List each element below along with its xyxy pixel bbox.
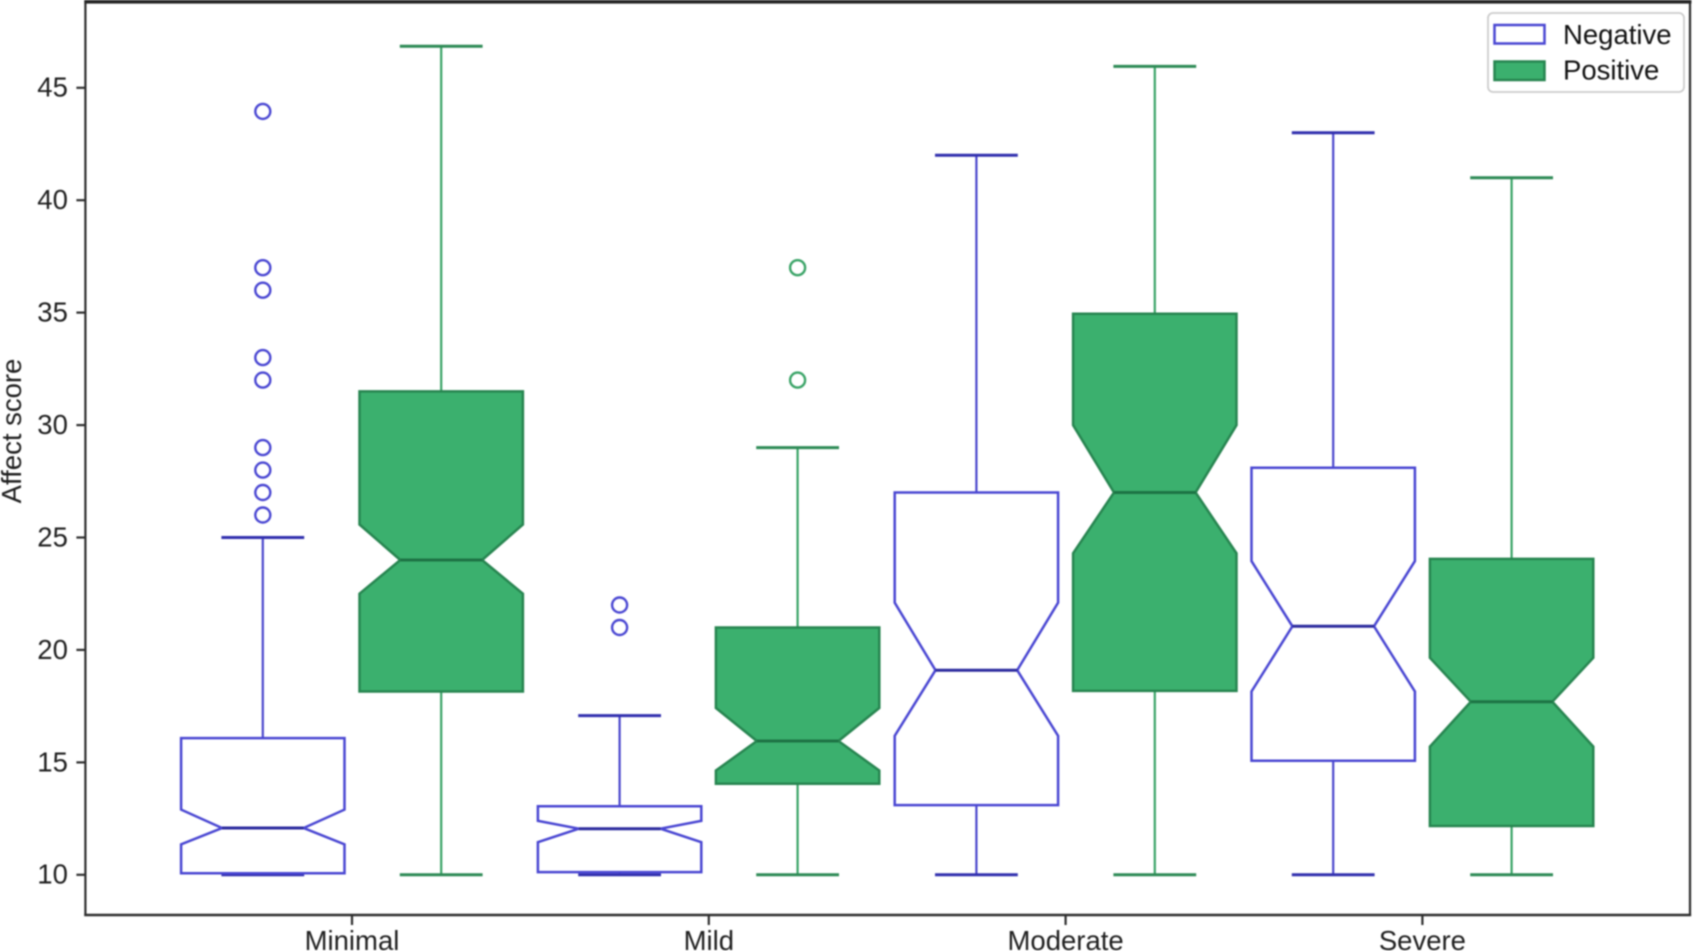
svg-text:Severe: Severe [1379, 925, 1466, 951]
svg-text:10: 10 [37, 859, 68, 890]
svg-text:20: 20 [37, 634, 68, 665]
svg-text:25: 25 [37, 521, 68, 552]
svg-text:35: 35 [37, 297, 68, 328]
svg-text:Moderate: Moderate [1008, 925, 1124, 951]
svg-text:Mild: Mild [684, 925, 734, 951]
svg-text:Positive: Positive [1563, 55, 1659, 86]
svg-text:Affect score: Affect score [0, 359, 27, 504]
svg-text:40: 40 [37, 184, 68, 215]
svg-text:45: 45 [37, 72, 68, 103]
svg-text:Minimal: Minimal [305, 925, 400, 951]
svg-text:Negative: Negative [1563, 19, 1672, 50]
svg-text:30: 30 [37, 409, 68, 440]
svg-text:15: 15 [37, 746, 68, 777]
